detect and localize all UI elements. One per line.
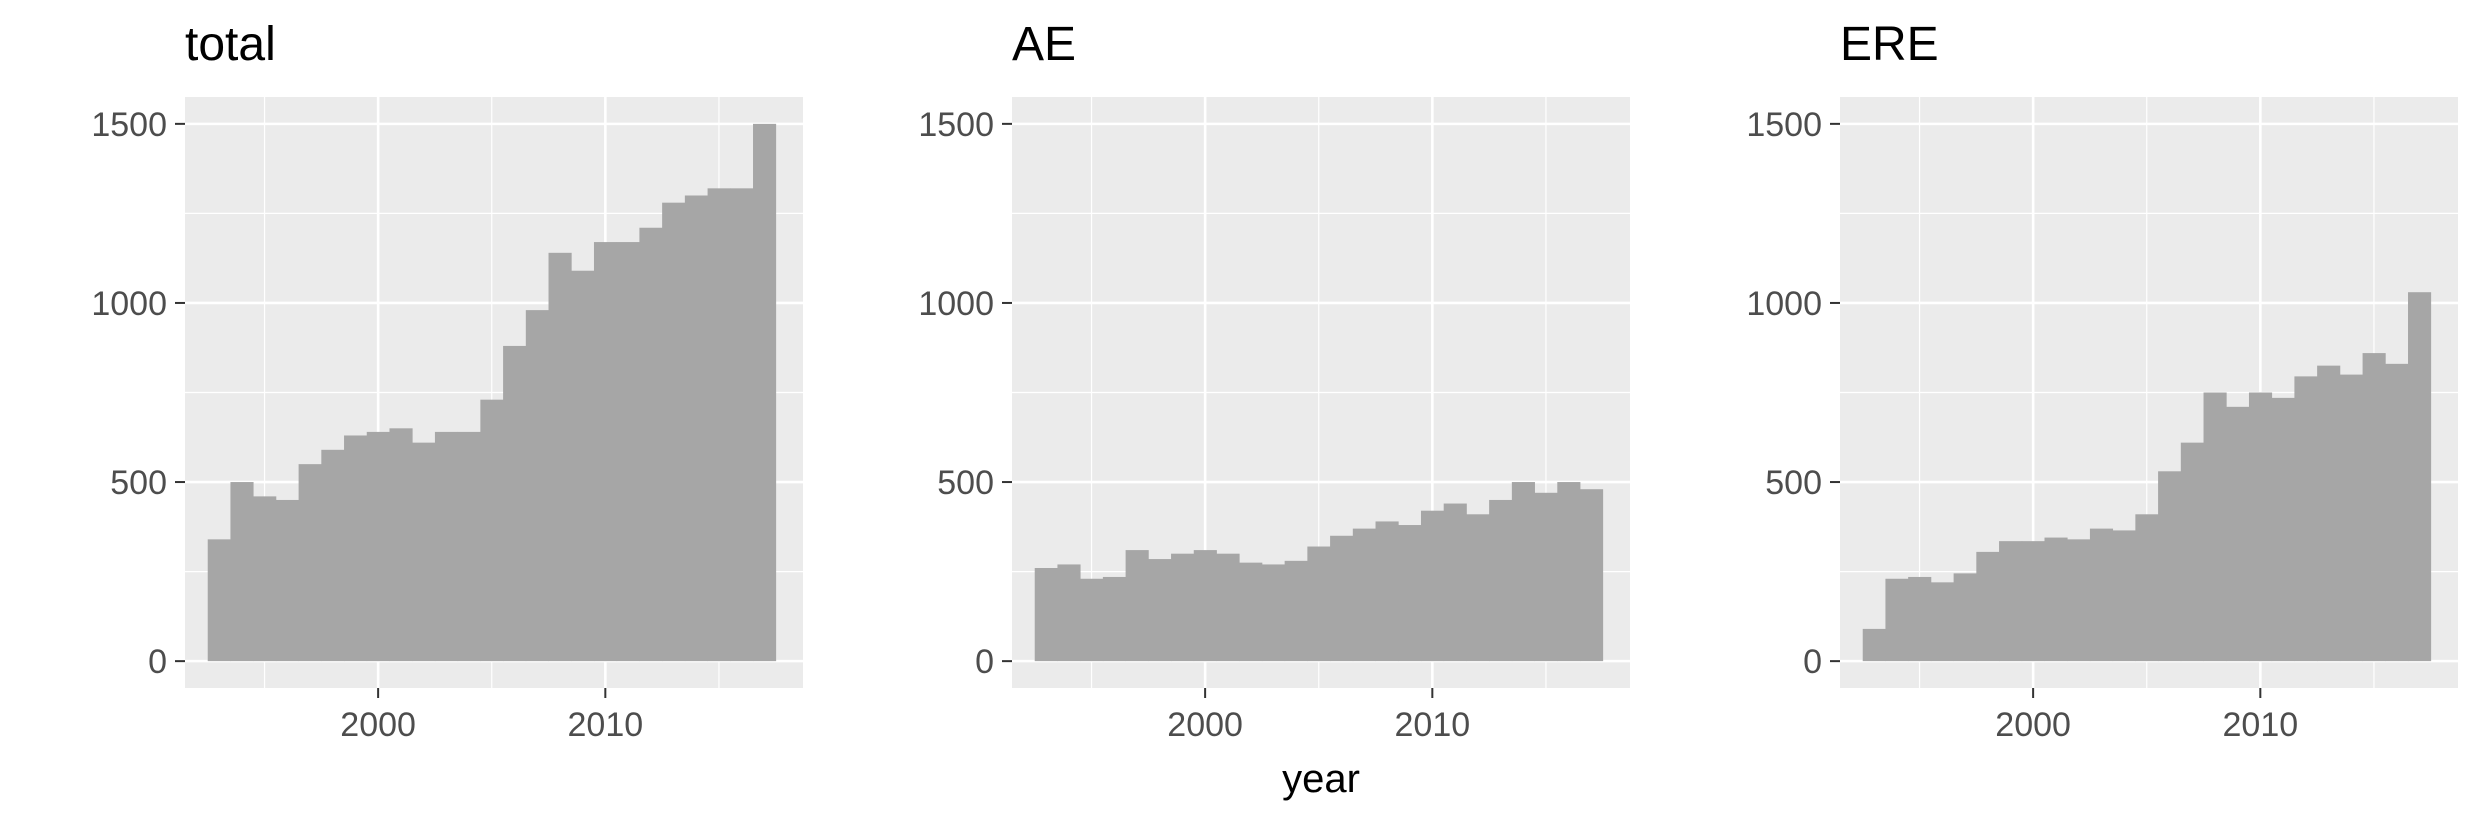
y-tick-label: 1500 [91,106,167,144]
histogram-bar [1171,553,1195,662]
histogram-bar [1375,521,1399,662]
panel-title: ERE [1840,18,1939,71]
histogram-bar [1930,582,1955,662]
histogram-bar [1999,541,2023,662]
histogram-bar [1261,564,1286,662]
histogram-bar [2248,392,2273,662]
y-tick-label: 1500 [918,106,994,144]
histogram-bar [2317,365,2341,662]
histogram-bar [730,188,754,662]
histogram-bar [639,227,663,662]
histogram-bar [2112,530,2136,662]
histogram-bar [1511,482,1535,662]
histogram-bar [1284,560,1308,662]
histogram-bar [2294,376,2318,662]
panel-title: total [185,18,276,71]
x-tick-label: 2010 [1395,706,1471,744]
x-tick-label: 2010 [2223,706,2299,744]
histogram-bar [1534,492,1558,662]
histogram-bar [1193,550,1217,662]
histogram-bar [207,539,231,662]
histogram-bar [753,123,777,662]
histogram-bar [1489,499,1513,662]
histogram-bar [480,399,504,662]
histogram-bar [2362,353,2386,662]
histogram-bar [389,428,413,662]
histogram-bar [2158,471,2182,662]
histogram-bar [2271,397,2295,662]
histogram-bar [1976,551,2000,662]
histogram-bar [707,188,731,662]
panel-title: AE [1012,18,1076,71]
histogram-bar [2203,392,2227,662]
y-tick-label: 1000 [918,285,994,323]
histogram-bar [1862,628,1886,662]
histogram-bar [2385,363,2409,662]
histogram-bar [321,449,345,662]
y-tick-label: 1000 [1746,285,1822,323]
histogram-bar [593,242,618,662]
histogram-bar [1398,525,1422,662]
histogram-bar [662,202,686,662]
histogram-bar [2089,528,2114,662]
histogram-bar [1885,578,1909,662]
y-tick-label: 1000 [91,285,167,323]
histogram-bar [1239,562,1263,662]
histogram-bar [1908,576,1932,662]
histogram-bar [1102,576,1127,662]
histogram-bar [1953,573,1977,662]
histogram-bar [2226,406,2250,662]
histogram-bar [1125,550,1149,662]
histogram-bar [366,431,390,662]
x-axis-title: year [1282,757,1360,801]
histogram-bar [1034,568,1058,662]
histogram-bar [1330,535,1354,662]
histogram-bar [253,496,277,662]
histogram-bar [230,482,254,662]
histogram-bar [275,499,300,662]
histogram-bar [1352,528,1376,662]
x-tick-label: 2000 [340,706,416,744]
histogram-bar [616,242,640,662]
histogram-bar [1580,489,1604,662]
histogram-bar [298,464,322,662]
histogram-bar [434,431,459,662]
y-tick-label: 0 [1803,643,1822,681]
y-tick-label: 500 [110,464,167,502]
histogram-bar [1080,578,1104,662]
histogram-bar [457,431,481,662]
histogram-bar [2180,442,2204,662]
x-tick-label: 2000 [1167,706,1243,744]
histogram-bar [1557,482,1581,662]
y-tick-label: 0 [148,643,167,681]
histogram-bar [1466,514,1490,662]
histogram-bar [684,195,708,662]
histogram-bar [412,442,436,662]
histogram-bar [2339,374,2363,662]
x-tick-label: 2010 [568,706,644,744]
y-tick-label: 1500 [1746,106,1822,144]
histogram-bar [525,310,549,662]
histogram-bar [2021,541,2045,662]
histogram-bar [1307,546,1331,662]
histogram-bar [1443,503,1467,662]
histogram-bar [2067,539,2091,662]
y-tick-label: 0 [975,643,994,681]
y-tick-label: 500 [1765,464,1822,502]
histogram-bar [1420,510,1445,662]
histogram-bar [344,435,368,662]
histogram-bar [2408,292,2432,662]
histogram-bar [1057,564,1081,662]
x-tick-label: 2000 [1995,706,2071,744]
histogram-bar [571,270,595,662]
y-tick-label: 500 [937,464,994,502]
histogram-bar [2135,514,2159,662]
histogram-bar [503,345,527,662]
histogram-bar [2044,537,2068,662]
histogram-bar [1148,559,1172,662]
histogram-bar [1216,553,1240,662]
histogram-bar [548,252,572,662]
